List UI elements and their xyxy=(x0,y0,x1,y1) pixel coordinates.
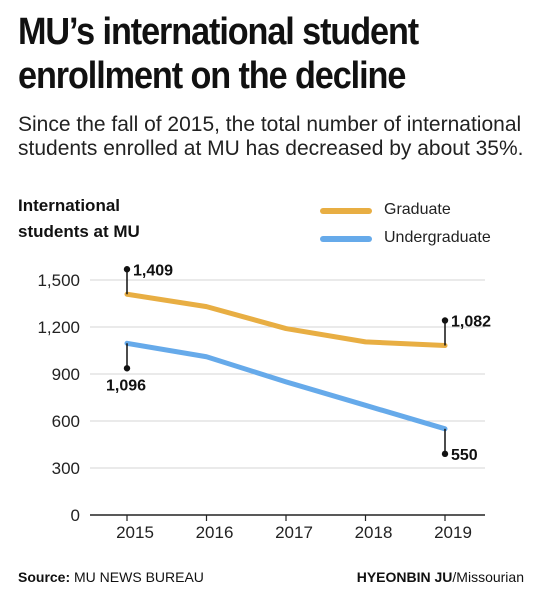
legend-swatch-graduate xyxy=(320,208,372,214)
x-tick-label: 2017 xyxy=(275,523,313,542)
credit-name: HYEONBIN JU xyxy=(356,569,453,585)
source-label: Source: xyxy=(18,569,71,585)
y-axis-label: International students at MU xyxy=(18,193,140,245)
annotation-dot xyxy=(441,317,449,324)
chart-title: MU’s international student enrollment on… xyxy=(18,10,482,98)
series-line-undergraduate xyxy=(124,340,448,432)
title-line-2: enrollment on the decline xyxy=(18,55,406,97)
credit-outlet: /Missourian xyxy=(452,569,524,585)
x-tick-label: 2016 xyxy=(196,523,234,542)
legend-swatch-undergraduate xyxy=(320,236,372,242)
annotation-dot xyxy=(123,365,131,372)
title-line-1: MU’s international student xyxy=(18,11,419,53)
x-tick-label: 2018 xyxy=(355,523,393,542)
y-axis-label-line-1: International xyxy=(18,196,121,215)
y-tick-label: 600 xyxy=(52,412,80,431)
legend-label-undergraduate: Undergraduate xyxy=(384,229,491,246)
credit-note: HYEONBIN JU/Missourian xyxy=(357,569,524,585)
y-axis-label-line-2: students at MU xyxy=(18,222,140,241)
source-value: MU NEWS BUREAU xyxy=(74,569,204,585)
source-note: Source: MU NEWS BUREAU xyxy=(18,569,204,585)
series-line-graduate xyxy=(124,291,448,348)
annotation-dot xyxy=(441,450,449,458)
legend-label-graduate: Graduate xyxy=(384,201,451,218)
y-tick-label: 1,500 xyxy=(37,271,80,290)
data-label: 1,082 xyxy=(451,313,491,330)
x-tick-label: 2019 xyxy=(434,523,472,542)
data-label: 550 xyxy=(451,447,478,464)
chart-subtitle: Since the fall of 2015, the total number… xyxy=(18,113,524,160)
annotation-dot xyxy=(123,266,131,273)
y-tick-label: 1,200 xyxy=(37,318,80,337)
y-tick-label: 900 xyxy=(52,365,80,384)
data-label: 1,409 xyxy=(133,262,173,279)
x-tick-label: 2015 xyxy=(116,523,154,542)
data-label: 1,096 xyxy=(106,377,146,394)
y-tick-label: 300 xyxy=(52,459,80,478)
y-tick-label: 0 xyxy=(71,506,80,525)
